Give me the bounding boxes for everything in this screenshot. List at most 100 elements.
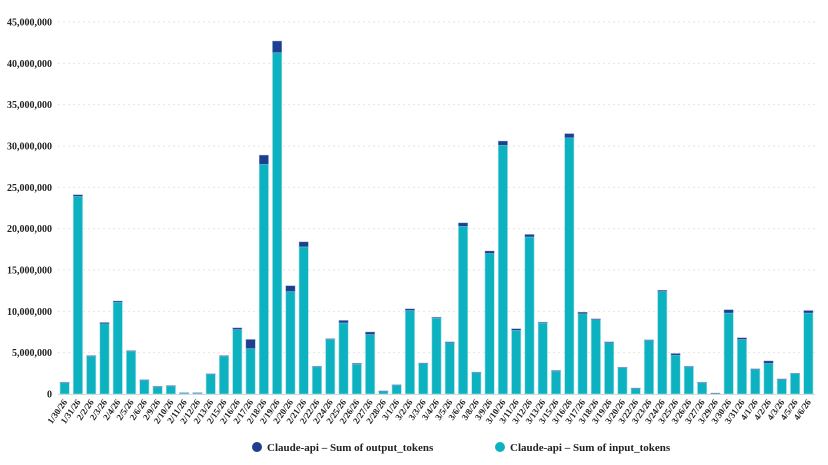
bar-output-tokens[interactable] [498, 140, 508, 146]
bar-input-tokens[interactable] [803, 312, 814, 395]
bar-output-tokens[interactable] [524, 234, 535, 238]
bar-input-tokens[interactable] [537, 322, 548, 395]
bar-output-tokens[interactable] [245, 339, 256, 349]
bar-output-tokens[interactable] [378, 390, 389, 392]
bar-output-tokens[interactable] [776, 378, 787, 380]
bar-output-tokens[interactable] [192, 392, 203, 394]
bar-output-tokens[interactable] [298, 241, 309, 248]
bar-input-tokens[interactable] [630, 387, 641, 395]
bar-input-tokens[interactable] [577, 313, 588, 395]
bar-output-tokens[interactable] [604, 341, 614, 343]
bar-input-tokens[interactable] [657, 291, 668, 395]
bar-output-tokens[interactable] [232, 327, 243, 330]
bar-output-tokens[interactable] [537, 321, 548, 324]
bar-output-tokens[interactable] [351, 363, 362, 365]
bar-input-tokens[interactable] [551, 370, 561, 395]
bar-input-tokens[interactable] [431, 317, 442, 395]
bar-input-tokens[interactable] [312, 366, 322, 395]
bar-output-tokens[interactable] [73, 194, 83, 197]
bar-input-tokens[interactable] [99, 323, 110, 395]
bar-input-tokens[interactable] [245, 348, 256, 395]
bar-output-tokens[interactable] [431, 316, 442, 319]
bar-output-tokens[interactable] [644, 339, 654, 341]
bar-input-tokens[interactable] [644, 339, 654, 395]
bar-output-tokens[interactable] [710, 392, 721, 394]
bar-input-tokens[interactable] [497, 144, 508, 395]
bar-output-tokens[interactable] [564, 133, 575, 138]
bar-input-tokens[interactable] [697, 382, 708, 395]
bar-output-tokens[interactable] [577, 311, 588, 315]
bar-input-tokens[interactable] [723, 312, 734, 395]
bar-input-tokens[interactable] [232, 329, 243, 395]
bar-input-tokens[interactable] [205, 373, 216, 395]
bar-output-tokens[interactable] [471, 371, 482, 373]
bar-output-tokens[interactable] [312, 366, 322, 368]
bar-output-tokens[interactable] [697, 382, 707, 384]
bar-output-tokens[interactable] [617, 366, 628, 368]
bar-input-tokens[interactable] [790, 373, 801, 395]
bar-output-tokens[interactable] [152, 386, 163, 388]
bar-input-tokens[interactable] [365, 334, 376, 395]
bar-input-tokens[interactable] [590, 319, 601, 395]
bar-output-tokens[interactable] [166, 385, 176, 387]
bar-input-tokens[interactable] [258, 163, 269, 395]
bar-input-tokens[interactable] [72, 196, 83, 395]
legend-item-output-tokens[interactable]: Claude-api – Sum of output_tokens [252, 442, 434, 454]
bar-input-tokens[interactable] [165, 385, 176, 395]
bar-output-tokens[interactable] [205, 373, 216, 375]
bar-input-tokens[interactable] [126, 350, 136, 395]
bar-output-tokens[interactable] [444, 341, 455, 343]
bar-output-tokens[interactable] [99, 322, 110, 324]
bar-output-tokens[interactable] [112, 300, 123, 303]
bar-output-tokens[interactable] [737, 337, 747, 340]
bar-output-tokens[interactable] [365, 331, 375, 335]
bar-output-tokens[interactable] [272, 40, 282, 53]
bar-input-tokens[interactable] [750, 368, 761, 395]
bar-input-tokens[interactable] [298, 246, 309, 395]
bar-output-tokens[interactable] [338, 320, 349, 324]
bar-input-tokens[interactable] [617, 367, 628, 395]
bar-input-tokens[interactable] [272, 52, 283, 395]
bar-input-tokens[interactable] [285, 291, 296, 395]
bar-input-tokens[interactable] [391, 384, 402, 395]
bar-input-tokens[interactable] [325, 339, 336, 395]
bar-input-tokens[interactable] [776, 378, 787, 395]
bar-output-tokens[interactable] [391, 384, 402, 386]
bar-output-tokens[interactable] [683, 366, 694, 368]
bar-output-tokens[interactable] [511, 328, 522, 331]
bar-output-tokens[interactable] [405, 308, 415, 311]
bar-input-tokens[interactable] [418, 363, 429, 395]
bar-input-tokens[interactable] [604, 342, 615, 395]
bar-input-tokens[interactable] [59, 382, 70, 395]
bar-output-tokens[interactable] [139, 379, 150, 381]
bar-input-tokens[interactable] [86, 355, 97, 395]
bar-output-tokens[interactable] [723, 309, 734, 314]
bar-input-tokens[interactable] [484, 253, 495, 395]
bar-input-tokens[interactable] [338, 322, 349, 395]
bar-input-tokens[interactable] [219, 355, 229, 395]
bar-output-tokens[interactable] [86, 355, 97, 357]
bar-input-tokens[interactable] [564, 137, 575, 395]
bar-input-tokens[interactable] [670, 354, 681, 395]
bar-output-tokens[interactable] [591, 318, 601, 320]
bar-output-tokens[interactable] [551, 370, 561, 372]
bar-output-tokens[interactable] [458, 222, 468, 227]
bar-input-tokens[interactable] [737, 339, 747, 395]
bar-output-tokens[interactable] [484, 250, 495, 254]
bar-output-tokens[interactable] [763, 360, 774, 364]
bar-input-tokens[interactable] [139, 379, 150, 395]
bar-input-tokens[interactable] [112, 301, 123, 395]
bar-input-tokens[interactable] [351, 363, 362, 395]
legend-item-input-tokens[interactable]: Claude-api – Sum of input_tokens [495, 442, 671, 454]
bar-output-tokens[interactable] [285, 285, 296, 292]
bar-input-tokens[interactable] [458, 225, 469, 395]
bar-input-tokens[interactable] [524, 236, 535, 395]
bar-input-tokens[interactable] [471, 372, 482, 395]
bar-output-tokens[interactable] [259, 154, 269, 165]
bar-output-tokens[interactable] [790, 372, 800, 374]
bar-input-tokens[interactable] [152, 386, 163, 395]
bar-input-tokens[interactable] [763, 363, 774, 395]
bar-output-tokens[interactable] [325, 338, 336, 340]
bar-output-tokens[interactable] [750, 368, 761, 370]
bar-output-tokens[interactable] [179, 392, 190, 394]
